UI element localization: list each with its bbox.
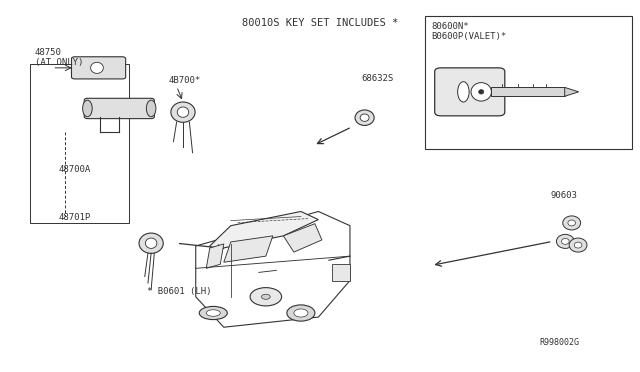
Polygon shape (196, 211, 350, 327)
Ellipse shape (561, 238, 569, 244)
Text: 80010S KEY SET INCLUDES *: 80010S KEY SET INCLUDES * (242, 18, 398, 28)
Ellipse shape (206, 310, 220, 316)
Text: 48701P: 48701P (58, 213, 91, 222)
Polygon shape (206, 244, 224, 268)
Ellipse shape (568, 220, 575, 226)
Bar (425, 16, 632, 149)
Ellipse shape (360, 114, 369, 121)
Ellipse shape (139, 233, 163, 253)
Text: R998002G: R998002G (539, 339, 579, 347)
Bar (30, 64, 129, 223)
FancyBboxPatch shape (84, 98, 154, 119)
Ellipse shape (556, 234, 574, 248)
Bar (332, 264, 350, 280)
Polygon shape (284, 224, 322, 252)
Ellipse shape (294, 309, 308, 317)
Ellipse shape (574, 242, 582, 248)
Ellipse shape (145, 238, 157, 248)
FancyBboxPatch shape (435, 68, 505, 116)
Text: 48700A: 48700A (58, 165, 91, 174)
Text: 48750
(AT ONLY): 48750 (AT ONLY) (35, 48, 83, 67)
Polygon shape (564, 87, 579, 96)
Ellipse shape (171, 102, 195, 122)
Ellipse shape (458, 82, 469, 102)
Ellipse shape (83, 100, 92, 117)
Text: 90603: 90603 (550, 191, 577, 200)
Bar (492, 87, 564, 96)
Ellipse shape (91, 62, 103, 73)
Ellipse shape (177, 107, 189, 117)
Ellipse shape (262, 294, 270, 299)
FancyBboxPatch shape (72, 57, 125, 79)
Ellipse shape (250, 288, 282, 306)
Ellipse shape (355, 110, 374, 125)
Polygon shape (210, 211, 319, 250)
Ellipse shape (471, 83, 492, 101)
Text: 4B700*: 4B700* (168, 76, 200, 85)
Text: * B0601 (LH): * B0601 (LH) (147, 287, 211, 296)
Text: 80600N*
B0600P(VALET)*: 80600N* B0600P(VALET)* (431, 22, 507, 41)
Ellipse shape (287, 305, 315, 321)
Ellipse shape (147, 100, 156, 117)
Ellipse shape (479, 90, 484, 94)
Ellipse shape (563, 216, 580, 230)
Text: 68632S: 68632S (362, 74, 394, 83)
Polygon shape (224, 236, 273, 262)
Ellipse shape (199, 307, 227, 320)
Ellipse shape (569, 238, 587, 252)
